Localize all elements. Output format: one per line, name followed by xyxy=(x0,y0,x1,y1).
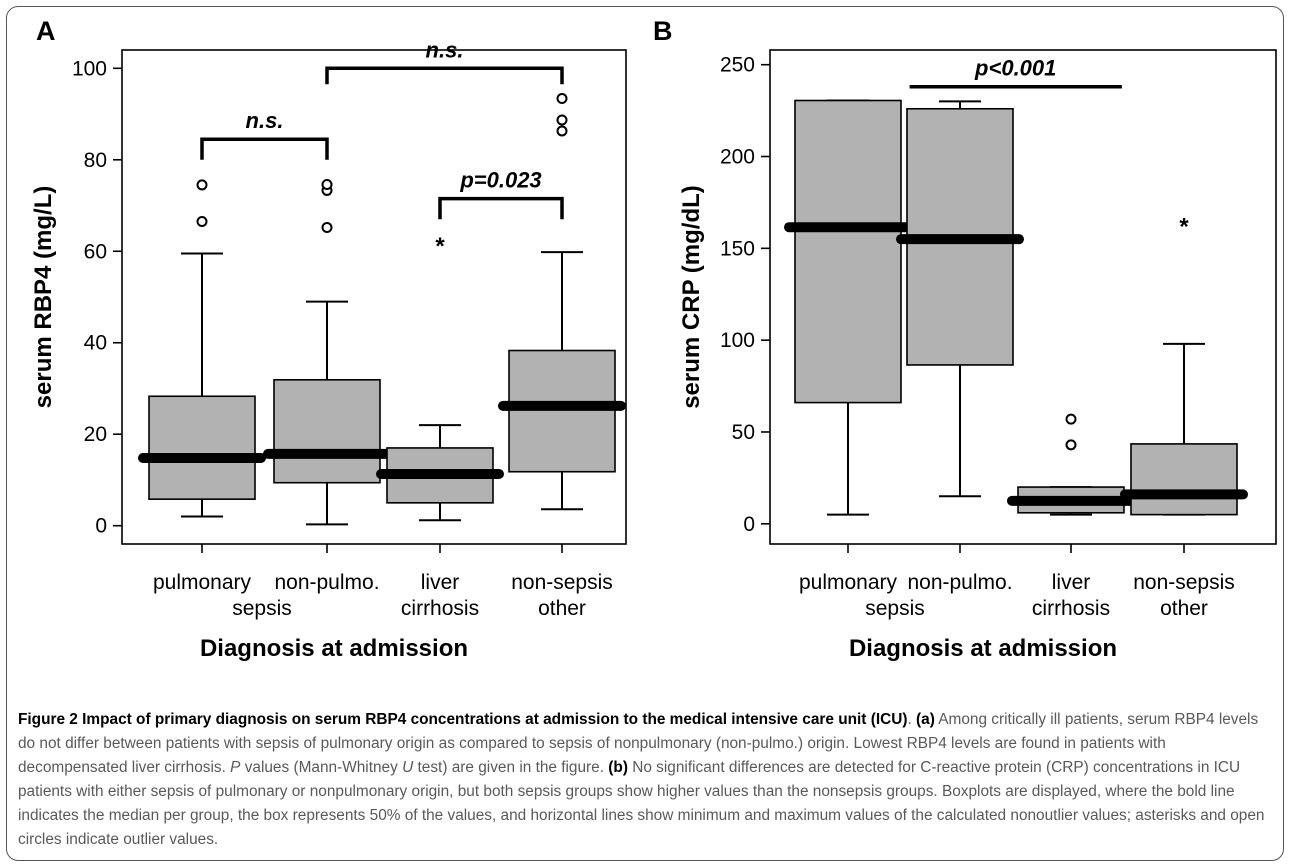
box-group: * xyxy=(1120,214,1248,553)
box-iqr xyxy=(508,349,616,473)
significance-bracket: n.s. xyxy=(325,37,564,85)
caption-part-a-text-3: test) are given in the figure. xyxy=(417,759,605,776)
box-group xyxy=(896,100,1024,553)
x-category-label-line2: cirrhosis xyxy=(1032,597,1110,620)
panel-label: A xyxy=(36,16,56,46)
box-group xyxy=(784,99,912,553)
box-iqr xyxy=(794,99,902,404)
figure-charts: A 0 20 40 60 80 100 serum RBP4 (mg/L) pulmonary n… xyxy=(30,16,1277,662)
x-category-label: non-pulmo. xyxy=(274,571,379,594)
outlier-star: * xyxy=(1179,214,1189,241)
outlier-circle xyxy=(1065,439,1077,451)
outlier-circle xyxy=(556,125,568,137)
y-tick-label: 60 xyxy=(84,240,107,263)
outlier-circle xyxy=(196,216,208,228)
significance-bracket: n.s. xyxy=(200,108,329,160)
box-iqr xyxy=(148,395,256,500)
y-tick-label: 80 xyxy=(84,149,107,172)
outlier-circle xyxy=(321,221,333,233)
box-group xyxy=(138,179,266,553)
y-tick-label: 200 xyxy=(720,146,755,169)
significance-bracket: p=0.023 xyxy=(438,168,564,220)
caption-part-b-text: No significant differences are detected … xyxy=(18,759,1265,848)
y-tick-label: 50 xyxy=(732,421,755,444)
x-category-label-line2: sepsis xyxy=(232,597,292,620)
box-group: * xyxy=(376,233,504,553)
outlier-circle xyxy=(1065,413,1077,425)
panel-label: B xyxy=(653,16,673,46)
x-category-label: pulmonary xyxy=(799,571,898,594)
caption-p-symbol: P xyxy=(230,759,241,776)
y-tick-label: 0 xyxy=(95,515,107,538)
x-category-label: non-sepsis xyxy=(511,571,613,594)
y-tick-label: 0 xyxy=(743,513,755,536)
y-tick-label: 40 xyxy=(84,332,107,355)
y-tick-label: 150 xyxy=(720,237,755,260)
x-category-label-line2: other xyxy=(538,597,586,620)
x-category-label: liver xyxy=(421,571,460,594)
y-tick-label: 100 xyxy=(72,57,107,80)
outlier-circle xyxy=(321,178,333,190)
outlier-star: * xyxy=(435,233,445,260)
bracket-label: p<0.001 xyxy=(974,56,1056,81)
box-iqr xyxy=(1130,443,1238,516)
plot-frame xyxy=(121,49,627,545)
y-axis-label: serum RBP4 (mg/L) xyxy=(30,186,57,409)
caption-part-a-text: Among critically ill patients, serum RBP… xyxy=(18,711,1259,776)
y-axis-label: serum CRP (mg/dL) xyxy=(678,185,705,409)
bracket-line xyxy=(325,66,564,85)
x-category-label-line2: sepsis xyxy=(865,597,925,620)
bracket-label: n.s. xyxy=(426,37,464,62)
box-iqr xyxy=(273,378,381,484)
caption-part-b-label: (b) xyxy=(608,759,628,776)
caption-u-symbol: U xyxy=(402,759,414,776)
bracket-line xyxy=(438,196,564,220)
y-tick-label: 250 xyxy=(720,54,755,77)
figure-caption: Figure 2 Impact of primary diagnosis on … xyxy=(18,711,1265,848)
x-category-label: non-pulmo. xyxy=(907,571,1012,594)
panel-b-chart: B 0 50 100 150 200 250 serum CRP (mg/dL) pulmona… xyxy=(653,16,1277,662)
x-category-label: liver xyxy=(1052,571,1091,594)
bracket-label: n.s. xyxy=(246,108,284,133)
outlier-circle xyxy=(196,179,208,191)
x-category-label: non-sepsis xyxy=(1133,571,1235,594)
box-group xyxy=(263,178,391,553)
y-tick-label: 20 xyxy=(84,423,107,446)
x-category-label-line2: other xyxy=(1160,597,1208,620)
bracket-line xyxy=(200,137,329,160)
x-category-label: pulmonary xyxy=(153,571,252,594)
plot-frame xyxy=(769,49,1277,545)
y-tick-label: 100 xyxy=(720,329,755,352)
box-group xyxy=(498,92,626,553)
outlier-circle xyxy=(556,114,568,126)
x-axis-label: Diagnosis at admission xyxy=(200,635,468,662)
caption-part-a-label: (a) xyxy=(916,711,935,728)
panel-a-chart: A 0 20 40 60 80 100 serum RBP4 (mg/L) pulmonary n… xyxy=(30,16,627,662)
outlier-circle xyxy=(556,92,568,104)
caption-title: Impact of primary diagnosis on serum RBP… xyxy=(82,711,908,728)
caption-figure-label: Figure 2 xyxy=(18,711,78,728)
caption-part-a-text-2: values (Mann-Whitney xyxy=(244,759,398,776)
significance-bracket: p<0.001 xyxy=(909,56,1122,89)
box-group xyxy=(1007,413,1135,553)
bracket-label: p=0.023 xyxy=(459,168,541,193)
x-category-label-line2: cirrhosis xyxy=(401,597,479,620)
x-axis-label: Diagnosis at admission xyxy=(849,635,1117,662)
